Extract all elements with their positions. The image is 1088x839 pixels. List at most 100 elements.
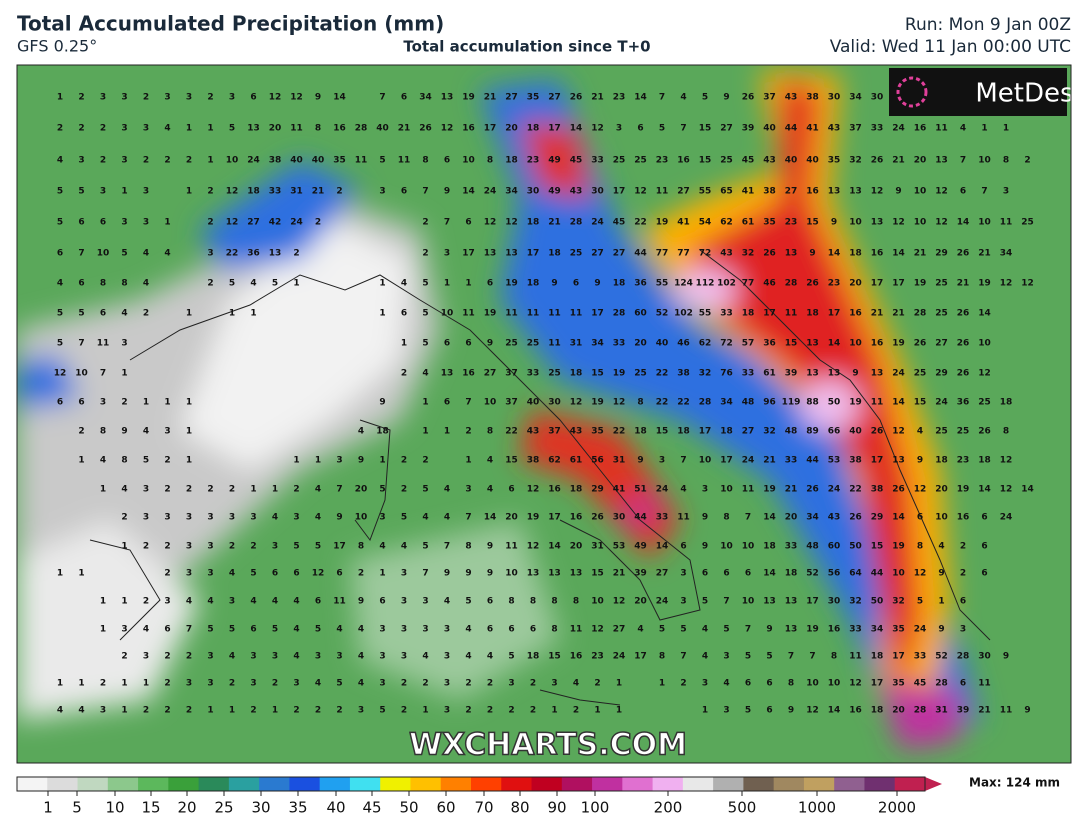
grid-value: 23 <box>591 652 604 662</box>
grid-value: 77 <box>677 249 690 259</box>
grid-value: 15 <box>591 369 604 379</box>
grid-value: 9 <box>917 456 923 466</box>
grid-value: 32 <box>892 597 905 607</box>
grid-value: 10 <box>720 485 733 495</box>
grid-value: 1 <box>250 309 256 319</box>
grid-value: 24 <box>935 398 948 408</box>
grid-value: 6 <box>723 569 729 579</box>
grid-value: 24 <box>656 485 669 495</box>
grid-value: 24 <box>613 652 626 662</box>
grid-value: 3 <box>78 156 84 166</box>
grid-value: 6 <box>272 569 278 579</box>
grid-value: 27 <box>785 187 798 197</box>
grid-value: 6 <box>487 625 493 635</box>
grid-value: 9 <box>379 398 385 408</box>
grid-value: 2 <box>164 156 170 166</box>
grid-value: 1 <box>229 706 235 716</box>
grid-value: 18 <box>634 427 647 437</box>
grid-value: 4 <box>960 124 966 134</box>
grid-value: 30 <box>527 187 540 197</box>
grid-value: 33 <box>742 369 755 379</box>
grid-value: 5 <box>272 625 278 635</box>
grid-value: 11 <box>290 124 303 134</box>
grid-value: 1 <box>78 456 84 466</box>
grid-value: 6 <box>637 124 643 134</box>
grid-value: 15 <box>656 427 669 437</box>
grid-value: 35 <box>763 218 776 228</box>
grid-value: 11 <box>849 652 862 662</box>
grid-value: 2 <box>207 93 213 103</box>
grid-value: 38 <box>871 485 884 495</box>
grid-value: 11 <box>505 309 518 319</box>
grid-value: 10 <box>484 398 497 408</box>
grid-value: 25 <box>914 369 927 379</box>
grid-value: 2 <box>465 679 471 689</box>
grid-value: 1 <box>981 124 987 134</box>
grid-value: 25 <box>935 427 948 437</box>
grid-value: 8 <box>723 513 729 523</box>
grid-value: 21 <box>398 124 411 134</box>
grid-value: 34 <box>505 187 518 197</box>
grid-value: 2 <box>164 679 170 689</box>
grid-value: 1 <box>379 456 385 466</box>
grid-value: 4 <box>143 249 149 259</box>
grid-value: 3 <box>143 652 149 662</box>
grid-value: 7 <box>745 513 751 523</box>
grid-value: 25 <box>505 339 518 349</box>
colorbar-tick-label: 30 <box>251 799 270 817</box>
grid-value: 24 <box>892 124 905 134</box>
grid-value: 5 <box>659 124 665 134</box>
colorbar-tick-label: 500 <box>728 799 757 817</box>
colorbar-swatch <box>349 777 381 791</box>
grid-value: 1 <box>164 218 170 228</box>
grid-value: 6 <box>401 309 407 319</box>
grid-value: 14 <box>763 569 776 579</box>
grid-value: 2 <box>100 124 106 134</box>
grid-value: 40 <box>763 124 776 134</box>
grid-value: 12 <box>871 187 884 197</box>
grid-value: 21 <box>957 279 970 289</box>
grid-value: 3 <box>379 652 385 662</box>
grid-value: 18 <box>806 309 819 319</box>
grid-value: 2 <box>465 427 471 437</box>
grid-value: 27 <box>505 93 518 103</box>
grid-value: 3 <box>121 339 127 349</box>
grid-value: 27 <box>935 339 948 349</box>
grid-value: 5 <box>229 124 235 134</box>
grid-value: 5 <box>465 597 471 607</box>
grid-value: 6 <box>100 218 106 228</box>
grid-value: 41 <box>613 485 626 495</box>
colorbar-swatch <box>289 777 321 791</box>
grid-value: 1 <box>444 427 450 437</box>
grid-value: 15 <box>699 124 712 134</box>
grid-value: 21 <box>548 218 561 228</box>
grid-value: 17 <box>333 542 346 552</box>
grid-value: 15 <box>914 398 927 408</box>
grid-value: 1 <box>272 485 278 495</box>
colorbar-swatch <box>894 777 926 791</box>
grid-value: 7 <box>444 542 450 552</box>
grid-value: 2 <box>143 309 149 319</box>
grid-value: 39 <box>742 124 755 134</box>
grid-value: 10 <box>591 597 604 607</box>
grid-value: 3 <box>143 124 149 134</box>
grid-value: 1 <box>207 124 213 134</box>
grid-value: 9 <box>121 427 127 437</box>
grid-value: 34 <box>806 513 819 523</box>
grid-value: 26 <box>871 427 884 437</box>
grid-value: 38 <box>677 369 690 379</box>
grid-value: 9 <box>1024 706 1030 716</box>
grid-value: 12 <box>505 218 518 228</box>
grid-value: 10 <box>849 339 862 349</box>
grid-value: 5 <box>379 706 385 716</box>
subtitle: Total accumulation since T+0 <box>403 38 650 56</box>
grid-value: 3 <box>401 569 407 579</box>
grid-value: 28 <box>355 124 368 134</box>
grid-value: 1 <box>465 456 471 466</box>
grid-value: 89 <box>806 427 819 437</box>
grid-value: 6 <box>766 679 772 689</box>
grid-value: 7 <box>422 569 428 579</box>
colorbar-tick-label: 90 <box>547 799 566 817</box>
grid-value: 7 <box>723 597 729 607</box>
grid-value: 5 <box>272 279 278 289</box>
